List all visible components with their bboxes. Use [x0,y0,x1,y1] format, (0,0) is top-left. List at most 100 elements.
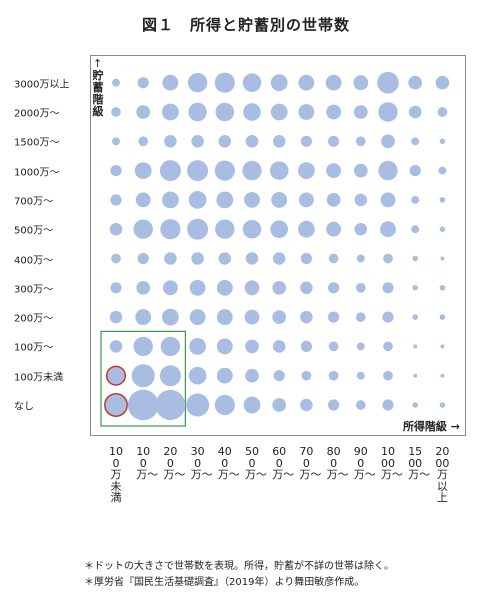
bubble-point [298,162,315,180]
bubble-point [155,389,186,421]
bubble-point [380,221,396,238]
x-tick-label: 1500万〜 [408,445,431,481]
bubble-point [300,310,313,324]
bubble-point [272,280,287,295]
bubble-point [273,370,285,382]
bubble-point [218,135,232,148]
bubble-point [245,135,259,148]
bubble-point [111,253,121,264]
bubble-point [412,402,419,408]
bubble-point [244,309,260,325]
bubble-point [245,339,259,354]
bubble-point [138,136,149,147]
bubble-point [439,197,446,203]
bubble-point [242,160,262,181]
bubble-point [355,136,366,147]
bubble-point [133,219,153,239]
bubble-point [131,364,155,388]
bubble-point [300,340,312,352]
bubble-point [269,161,289,180]
x-axis-arrow: → [450,420,460,433]
bubble-point [164,252,177,265]
bubble-point [353,75,369,91]
bubble-point [110,165,122,177]
bubble-point [215,219,235,239]
bubble-point [355,282,366,293]
bubble-point [216,191,234,209]
y-tick-label: 200万〜 [14,313,54,325]
bubble-point [214,160,235,181]
x-axis-label: 所得階級 → [403,418,460,434]
bubble-point [136,280,151,295]
bubble-point [112,137,120,146]
bubble-point [127,389,159,421]
bubble-point [413,344,418,349]
bubble-point [300,281,313,295]
bubble-point [382,282,394,294]
bubble-point [243,103,261,121]
bubble-point [412,285,419,291]
bubble-point [300,135,312,147]
bubble-point [160,336,181,357]
bubble-point [271,191,288,208]
x-tick-label: 1000万〜 [381,445,403,481]
bubble-point [440,373,445,378]
y-tick-label: 1500万〜 [14,137,60,149]
chart-title: 図１ 所得と貯蓄別の世帯数 [141,16,350,34]
bubble-point [187,160,209,182]
bubble-point [214,394,235,416]
bubble-point [412,255,419,262]
bubble-point [242,73,262,92]
bubble-point [382,399,394,411]
bubble-point [408,105,422,119]
bubble-point [378,102,398,122]
bubble-point [214,72,235,93]
bubble-point [244,280,260,296]
bubble-point [272,310,287,324]
y-tick-label: 1000万〜 [14,167,60,179]
bubble-point [437,107,448,117]
bubble-point [411,225,420,234]
bubble-point [216,367,233,384]
bubble-point [439,285,446,291]
bubble-point [435,75,450,90]
bubble-point [377,71,399,94]
y-tick-label: 100万未満 [14,372,64,384]
bubble-point [380,192,396,208]
bubble-point [109,340,123,353]
bubble-point [272,340,286,353]
bubble-point [104,393,128,417]
bubble-point [438,166,447,175]
bubble-point [270,74,288,92]
bubble-point [110,282,122,294]
bubble-point [408,75,423,90]
bubble-point [162,280,178,296]
bubble-point [216,279,233,296]
bubble-point [105,365,127,386]
bubble-point [216,309,233,326]
x-tick-label: 900万〜 [353,445,376,481]
bubble-point [245,368,259,383]
bubble-point [409,165,421,177]
x-axis-label-text: 所得階級 [402,420,447,433]
y-tick-label: 500万〜 [14,225,54,237]
bubble-point [411,195,420,204]
bubble-point [188,102,207,122]
bubble-point [298,74,315,91]
bubble-point [328,311,340,323]
bubble-point [326,104,342,120]
x-tick-label: 500万〜 [245,445,267,481]
x-tick-label: 400万〜 [217,445,240,481]
bubble-point [186,393,210,417]
bubble-point [137,252,149,265]
bubble-point [188,191,207,209]
bubble-point [159,160,181,182]
bubble-point [270,220,289,239]
bubble-point [383,370,393,381]
bubble-point [110,194,122,206]
bubble-point [328,253,339,264]
x-tick-label: 600万〜 [272,445,295,481]
bubble-point [439,138,446,145]
bubble-point [109,222,123,236]
